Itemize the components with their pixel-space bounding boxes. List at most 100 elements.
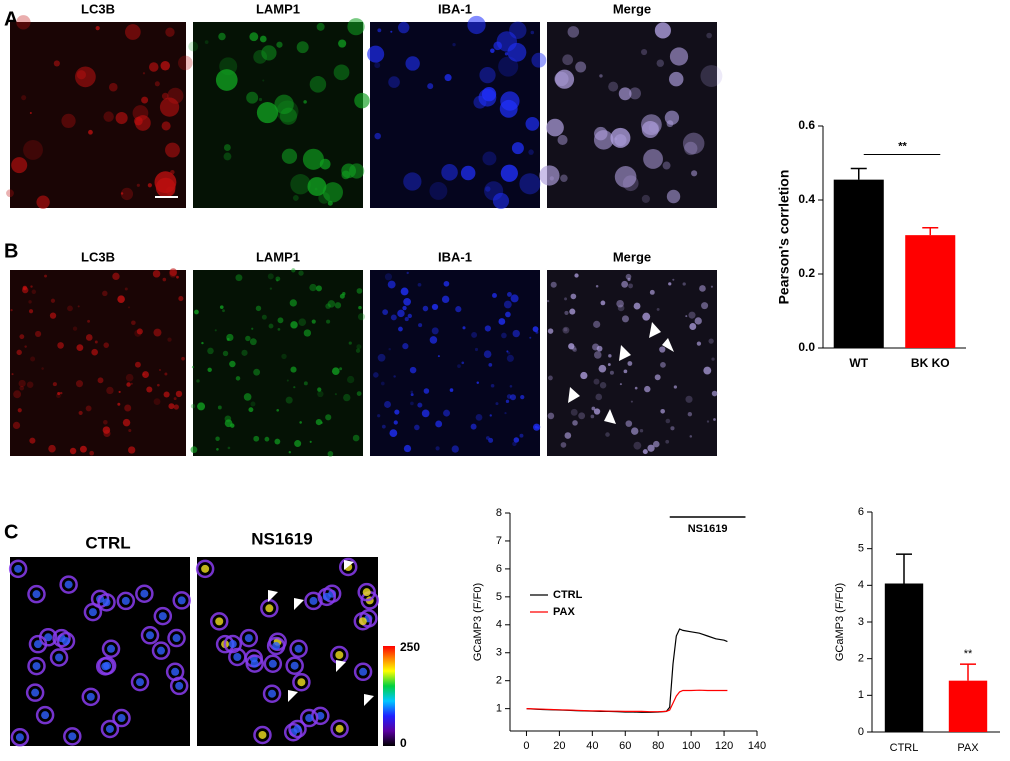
bar [884, 583, 924, 732]
signal [501, 332, 507, 339]
signal [531, 52, 547, 68]
signal [127, 306, 131, 309]
trace [526, 689, 728, 713]
signal [322, 182, 343, 203]
signal [190, 446, 198, 454]
signal [356, 391, 362, 396]
signal [443, 280, 450, 287]
signal [554, 69, 575, 89]
signal [398, 21, 410, 34]
signal [219, 57, 238, 76]
signal [562, 326, 570, 334]
signal [578, 412, 586, 420]
signal [509, 385, 513, 388]
cell-core [215, 617, 224, 626]
signal [48, 444, 56, 453]
signal [315, 285, 322, 292]
signal [694, 317, 702, 325]
signal [153, 328, 162, 337]
signal [570, 293, 577, 300]
signal [382, 309, 389, 315]
column-header: Merge [613, 1, 651, 16]
signal [393, 375, 396, 378]
y-tick-label: 6 [858, 506, 864, 518]
signal [429, 181, 448, 200]
signal [303, 100, 307, 104]
signal [356, 288, 363, 294]
signal [507, 42, 527, 62]
cell-core [335, 724, 344, 733]
signal [258, 97, 263, 102]
signal [11, 373, 14, 376]
cell [245, 654, 264, 673]
signal [490, 48, 495, 54]
cell-core [31, 688, 40, 697]
signal [277, 327, 281, 331]
colorbar-label: 0 [400, 736, 407, 750]
signal [431, 327, 439, 335]
cell [253, 725, 272, 745]
error-bar [850, 167, 867, 180]
cell [28, 634, 48, 654]
signal [546, 299, 550, 303]
cell-core [158, 612, 167, 621]
y-tick-label: 4 [496, 619, 502, 631]
signal [160, 61, 170, 71]
signal [593, 351, 602, 359]
x-tick-label: BK KO [911, 356, 950, 370]
signal [196, 379, 200, 383]
signal [373, 372, 379, 378]
signal [97, 377, 104, 384]
signal [471, 331, 478, 338]
cell-core [157, 646, 166, 655]
cell-core [175, 681, 184, 690]
signal [460, 165, 476, 181]
signal [610, 127, 631, 148]
cell [169, 676, 189, 696]
signal [6, 189, 14, 198]
signal [530, 30, 535, 35]
signal [122, 418, 131, 427]
signal [103, 111, 114, 122]
signal [57, 342, 64, 349]
signal [130, 382, 133, 385]
signal [628, 87, 641, 100]
cell [353, 662, 373, 682]
colorbar [383, 646, 395, 746]
signal [422, 305, 429, 312]
signal [619, 383, 622, 386]
cell-core [68, 732, 77, 741]
signal [303, 381, 308, 386]
signal [194, 309, 199, 315]
signal [204, 40, 209, 44]
signal [316, 22, 325, 31]
signal [290, 321, 298, 329]
cell-core [62, 637, 71, 646]
signal [701, 302, 709, 310]
cell [209, 612, 229, 631]
signal [216, 448, 219, 451]
signal [696, 341, 702, 346]
signal [293, 386, 296, 389]
column-header: LAMP1 [256, 1, 300, 16]
signal [126, 382, 131, 387]
x-tick-label: 40 [586, 740, 598, 752]
signal [492, 293, 497, 298]
signal [665, 418, 671, 424]
signal [441, 295, 450, 304]
signal [648, 122, 660, 133]
signal [167, 337, 172, 342]
signal [309, 440, 312, 443]
signal [642, 449, 648, 455]
signal [504, 411, 507, 415]
signal [175, 390, 183, 398]
cell [167, 628, 186, 648]
signal [476, 381, 480, 385]
signal [374, 132, 381, 140]
signal [377, 28, 382, 33]
signal [249, 338, 257, 346]
signal [593, 320, 601, 328]
signal [24, 345, 27, 348]
signal [563, 327, 568, 332]
signal [711, 357, 715, 361]
